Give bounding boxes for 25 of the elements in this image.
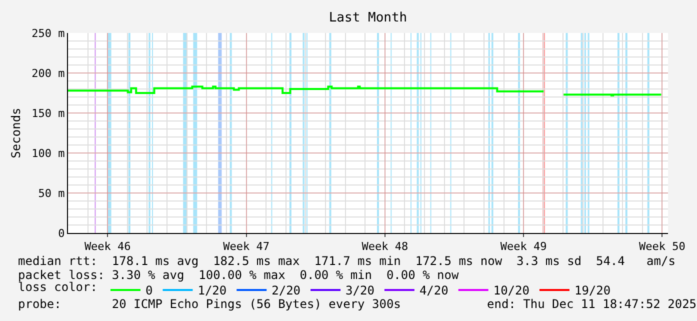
y-tick-label: 100 m [32,146,66,160]
legend-label: 19/20 [574,284,611,298]
x-tick-label: Week 46 [84,240,131,254]
y-tick-label: 0 [58,226,65,240]
y-tick-label: 250 m [32,26,66,40]
legend-label: 3/20 [346,284,374,298]
y-axis-title: Seconds [8,108,23,158]
x-tick-label: Week 50 [639,240,686,254]
text: packet loss: 3.30 % avg 100.00 % max 0.00 % min 0.00 % now [18,268,460,282]
y-tick-label: 150 m [32,106,66,120]
legend-label: 1/20 [198,284,227,298]
legend-label: 0 [145,284,153,298]
legend-label: 2/20 [272,284,301,298]
x-tick-label: Week 48 [362,240,408,254]
text: end: Thu Dec 11 18:47:52 2025 [487,297,697,311]
legend-label: 10/20 [493,284,530,298]
y-tick-label: 50 m [38,186,66,200]
x-tick-label: Week 47 [223,240,270,254]
y-tick-label: 200 m [32,66,66,80]
legend-label: 4/20 [419,284,448,298]
chart-title: Last Month [328,10,408,26]
text: median rtt: 178.1 ms avg 182.5 ms max 171.7 ms min 172.5 ms now 3.3 ms sd 54.4 am/s [18,254,676,268]
legend-title: loss color: [18,280,98,294]
x-tick-label: Week 49 [500,240,547,254]
text: probe: 20 ICMP Echo Pings (56 Bytes) every 300s [18,297,401,311]
